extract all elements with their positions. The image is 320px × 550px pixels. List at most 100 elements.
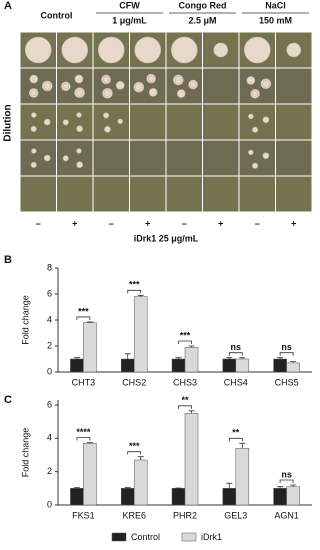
colony: [62, 155, 69, 162]
panel-label: B: [4, 254, 12, 266]
x-tick-label: GEL3: [224, 510, 247, 520]
colony: [74, 74, 84, 84]
y-tick-label: 6: [47, 288, 52, 298]
plate-cell: [203, 104, 239, 140]
colony: [43, 154, 51, 162]
bar: [70, 488, 84, 506]
bar: [184, 347, 199, 373]
error-bar: [239, 442, 246, 449]
plate-cell: [166, 176, 202, 212]
colony: [148, 88, 158, 97]
colony: [262, 152, 270, 160]
plate-cell: [93, 176, 129, 212]
colony: [30, 125, 37, 132]
bar: [273, 488, 287, 506]
row-label: Dilution: [3, 104, 14, 141]
colony: [213, 42, 229, 58]
error-bar: [124, 353, 131, 359]
colony: [147, 75, 155, 82]
plate-cell: [166, 140, 202, 176]
colony: [62, 82, 70, 90]
sign-label: +: [145, 218, 150, 228]
error-bar: [137, 294, 144, 297]
plate-cell: [166, 104, 202, 140]
y-tick-label: 0: [47, 499, 52, 509]
bar: [171, 358, 186, 373]
significance-bracket: [76, 316, 91, 320]
colony: [248, 149, 254, 156]
plate-cell: [57, 140, 93, 176]
legend-label: Control: [131, 532, 160, 542]
error-bar: [73, 357, 80, 359]
significance-bracket: [178, 340, 192, 344]
error-bar: [290, 484, 297, 487]
plate-cell: [239, 104, 275, 140]
significance-bracket: [228, 352, 243, 356]
error-bar: [137, 456, 144, 460]
sign-label: –: [255, 218, 260, 228]
column-header: NaCl: [265, 0, 286, 10]
plate-cell: [276, 104, 312, 140]
colony: [102, 76, 110, 83]
significance-bracket: [279, 479, 294, 483]
treatment-label: iDrk1 25 μg/mL: [134, 233, 199, 243]
y-tick-label: 2: [47, 340, 52, 350]
colony: [76, 161, 83, 169]
colony: [31, 148, 37, 154]
colony: [252, 126, 259, 133]
colony: [262, 80, 270, 88]
y-tick-label: 4: [47, 433, 52, 443]
y-tick-label: 0: [47, 366, 52, 376]
sign-label: –: [36, 218, 41, 228]
colony: [24, 36, 52, 64]
bar: [273, 358, 287, 373]
x-tick-label: CHS5: [275, 377, 299, 387]
colony: [262, 116, 270, 124]
colony: [76, 125, 83, 133]
plate-cell: [57, 176, 93, 212]
bar: [222, 358, 237, 373]
colony: [75, 89, 84, 97]
significance-label: ***: [180, 330, 191, 340]
plate-cell: [20, 104, 56, 140]
y-tick-label: 4: [47, 314, 52, 324]
column-header: Congo Red: [179, 0, 227, 10]
x-tick-label: CHS4: [224, 377, 248, 387]
bar: [83, 443, 97, 506]
column-concentration: 1 μg/mL: [112, 15, 147, 25]
sign-label: +: [72, 218, 77, 228]
x-tick-label: AGN1: [274, 510, 299, 520]
significance-label: ***: [78, 306, 89, 316]
colony: [251, 90, 259, 98]
panel-label: A: [4, 0, 12, 12]
column-concentration: 2.5 μM: [188, 15, 216, 25]
colony: [176, 89, 186, 98]
bar: [171, 488, 186, 506]
plate-cell: [20, 140, 56, 176]
colony: [30, 89, 37, 97]
column-header: CFW: [119, 0, 140, 10]
error-bar: [188, 345, 195, 348]
plate-cell: [130, 104, 166, 140]
significance-bracket: [279, 352, 294, 356]
colony: [103, 112, 110, 119]
bar: [70, 358, 84, 373]
colony: [170, 36, 198, 64]
plate-cell: [203, 68, 239, 104]
y-tick-label: 8: [47, 262, 52, 272]
colony: [43, 82, 52, 90]
error-bar: [226, 482, 233, 489]
colony: [76, 148, 82, 154]
plate-cell: [239, 140, 275, 176]
plate-cell: [239, 176, 275, 212]
colony: [104, 125, 111, 133]
colony: [62, 119, 69, 126]
x-tick-label: CHS3: [173, 377, 197, 387]
x-tick-label: PHR2: [173, 510, 197, 520]
column-header: Control: [41, 10, 73, 20]
bar: [120, 358, 135, 373]
bar: [120, 488, 135, 506]
plate-cell: [203, 176, 239, 212]
colony: [248, 113, 254, 120]
